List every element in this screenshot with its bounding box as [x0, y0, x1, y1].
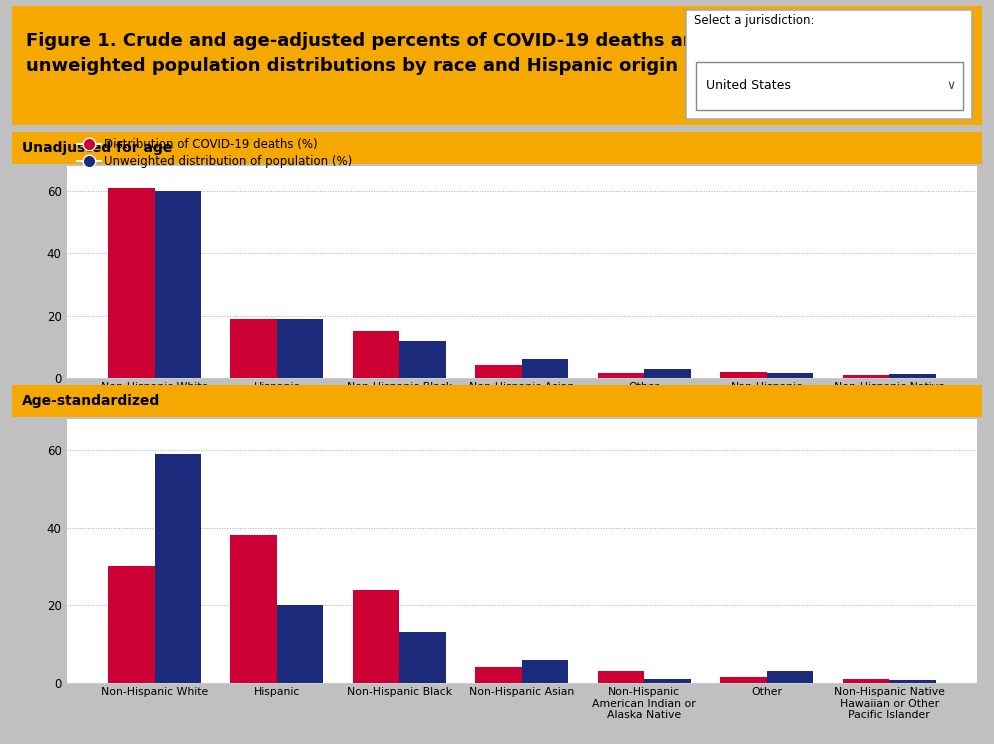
Bar	[400, 632, 446, 683]
Bar	[353, 590, 400, 683]
Bar	[475, 667, 522, 683]
Bar	[522, 660, 569, 683]
Bar	[475, 365, 522, 378]
Bar	[522, 359, 569, 378]
Bar	[154, 191, 201, 378]
Bar	[843, 376, 890, 378]
Text: United States: United States	[706, 79, 790, 92]
Text: Age-standardized: Age-standardized	[22, 394, 160, 408]
FancyBboxPatch shape	[686, 10, 972, 119]
Bar	[766, 373, 813, 378]
Bar	[277, 318, 323, 378]
Bar	[108, 566, 154, 683]
Bar	[644, 679, 691, 683]
Bar	[890, 680, 935, 683]
FancyBboxPatch shape	[696, 62, 962, 109]
Text: Select a jurisdiction:: Select a jurisdiction:	[694, 14, 814, 28]
Bar	[353, 331, 400, 378]
Bar	[890, 374, 935, 378]
Bar	[721, 677, 766, 683]
Text: Unadjusted for age: Unadjusted for age	[22, 141, 172, 155]
Bar	[843, 679, 890, 683]
Bar	[597, 373, 644, 378]
Bar	[644, 368, 691, 378]
Bar	[231, 318, 277, 378]
Bar	[400, 341, 446, 378]
Bar	[597, 671, 644, 683]
Legend: Distribution of COVID-19 deaths (%), Unweighted distribution of population (%): Distribution of COVID-19 deaths (%), Unw…	[73, 134, 358, 173]
Text: ∨: ∨	[946, 79, 955, 92]
Bar	[108, 187, 154, 378]
Bar	[721, 372, 766, 378]
Text: Figure 1. Crude and age-adjusted percents of COVID-19 deaths and
unweighted popu: Figure 1. Crude and age-adjusted percent…	[27, 32, 709, 75]
Bar	[766, 671, 813, 683]
Bar	[154, 454, 201, 683]
Bar	[231, 536, 277, 683]
Bar	[277, 606, 323, 683]
